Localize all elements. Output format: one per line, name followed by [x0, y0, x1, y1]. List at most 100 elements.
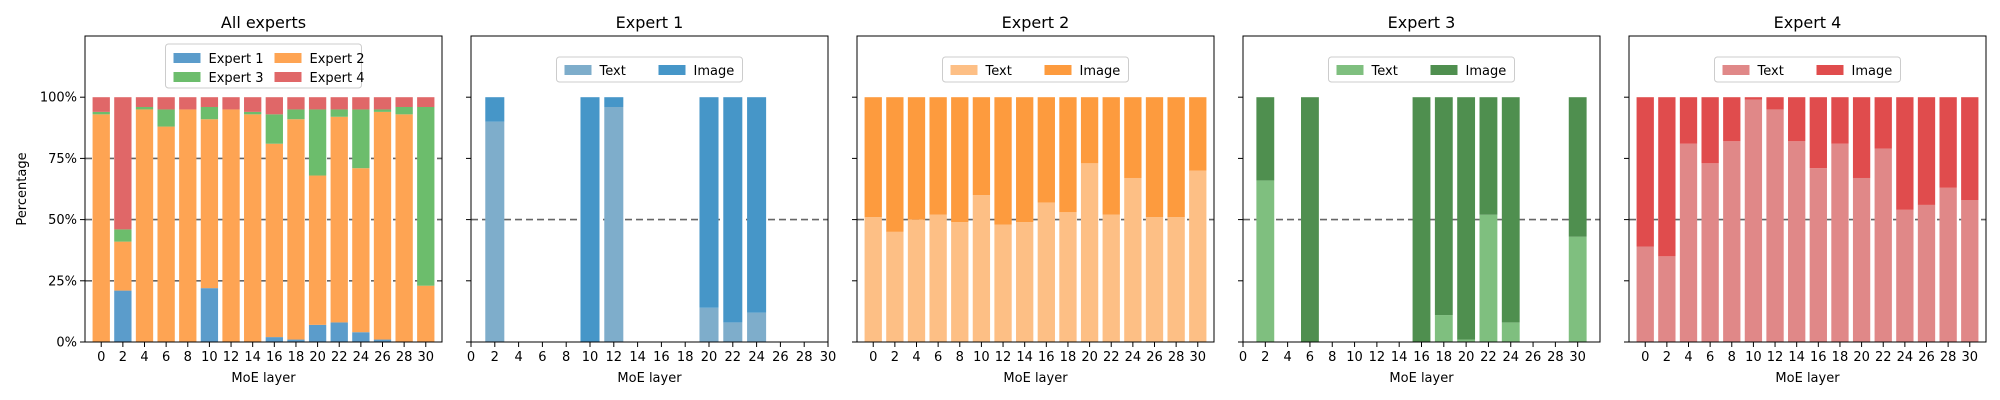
bar-image — [1189, 97, 1207, 171]
bar-image — [1102, 97, 1120, 215]
bar-image — [1874, 97, 1892, 149]
bar-text — [1658, 256, 1676, 342]
bar-image — [1080, 97, 1099, 164]
bar-expert-2 — [265, 143, 283, 338]
x-tick-label: 28 — [796, 350, 813, 365]
x-tick-label: 20 — [701, 350, 718, 365]
legend-label: Expert 3 — [209, 71, 264, 86]
bar-image — [1301, 97, 1319, 342]
chart-title: Expert 4 — [1774, 13, 1842, 32]
bar-expert-4 — [114, 97, 132, 230]
x-tick-label: 26 — [374, 350, 391, 365]
x-tick-label: 8 — [1728, 350, 1736, 365]
x-tick-label: 24 — [1897, 350, 1914, 365]
legend-label: Image — [1080, 64, 1121, 79]
bar-expert-4 — [417, 97, 435, 107]
x-tick-label: 14 — [1016, 350, 1033, 365]
x-tick-label: 28 — [396, 350, 413, 365]
bar-text — [1917, 204, 1936, 342]
bar-image — [1568, 97, 1587, 237]
x-tick-label: 2 — [891, 350, 899, 365]
bar-expert-3 — [157, 109, 175, 127]
bar-text — [994, 224, 1012, 342]
bar-text — [951, 222, 969, 342]
x-tick-label: 24 — [353, 350, 370, 365]
bar-image — [1434, 97, 1453, 316]
x-tick-label: 14 — [244, 350, 261, 365]
bar-expert-4 — [135, 97, 154, 107]
bar-image — [1412, 97, 1431, 342]
x-tick-label: 10 — [1745, 350, 1762, 365]
axes-frame — [84, 35, 443, 343]
x-tick-label: 22 — [725, 350, 742, 365]
legend-swatch — [658, 65, 686, 75]
x-tick-label: 20 — [1853, 350, 1870, 365]
bar-image — [747, 97, 767, 313]
x-tick-label: 28 — [1940, 350, 1957, 365]
x-tick-label: 22 — [1875, 350, 1892, 365]
bar-expert-4 — [222, 97, 240, 110]
bar-image — [1167, 97, 1185, 218]
bar-text — [1874, 148, 1892, 342]
bar-expert-2 — [179, 109, 197, 342]
bar-expert-4 — [352, 97, 370, 110]
legend-label: Image — [694, 64, 735, 79]
x-tick-label: 22 — [331, 350, 348, 365]
bar-expert-3 — [330, 109, 348, 117]
bar-expert-4 — [287, 97, 305, 110]
legend-swatch — [173, 53, 201, 63]
x-tick-label: 24 — [1125, 350, 1142, 365]
x-tick-label: 0 — [1641, 350, 1649, 365]
legend-label: Text — [985, 64, 1012, 79]
bar-expert-4 — [179, 97, 197, 110]
bar-image — [929, 97, 947, 215]
x-tick-label: 30 — [417, 350, 434, 365]
bar-text — [1701, 163, 1719, 342]
x-tick-label: 22 — [1103, 350, 1120, 365]
x-tick-label: 26 — [772, 350, 789, 365]
bar-text — [1744, 99, 1763, 342]
x-tick-label: 16 — [266, 350, 283, 365]
bar-image — [951, 97, 969, 223]
x-tick-label: 4 — [1684, 350, 1692, 365]
x-tick-label: 14 — [1391, 350, 1408, 365]
bar-text — [1896, 209, 1914, 342]
bar-image — [1961, 97, 1979, 201]
bar-text — [1809, 168, 1827, 342]
y-axis-label: Percentage — [15, 152, 30, 225]
bar-expert-1 — [287, 339, 305, 342]
bar-expert-4 — [330, 97, 348, 110]
chart-title: Expert 1 — [616, 13, 684, 32]
x-tick-label: 18 — [1060, 350, 1077, 365]
x-axis-label: MoE layer — [617, 371, 682, 386]
bar-text — [1679, 143, 1698, 342]
bar-expert-2 — [200, 119, 219, 289]
bar-image — [1256, 97, 1275, 181]
bar-image — [1831, 97, 1849, 144]
x-tick-label: 30 — [820, 350, 837, 365]
x-tick-label: 24 — [748, 350, 765, 365]
bar-expert-4 — [244, 97, 262, 112]
bar-expert-2 — [135, 109, 154, 342]
legend-label: Expert 4 — [310, 71, 365, 86]
bar-image — [886, 97, 904, 232]
legend-swatch — [274, 53, 302, 63]
bar-expert-4 — [157, 97, 175, 110]
x-tick-label: 12 — [606, 350, 623, 365]
x-tick-label: 0 — [467, 350, 475, 365]
x-tick-label: 30 — [1569, 350, 1586, 365]
bar-text — [1766, 109, 1784, 342]
bar-expert-3 — [200, 106, 219, 120]
bar-text — [1059, 212, 1077, 342]
x-tick-label: 4 — [1283, 350, 1291, 365]
bar-text — [699, 307, 719, 342]
x-tick-label: 8 — [956, 350, 964, 365]
bar-text — [1852, 177, 1871, 342]
legend: Text Image — [942, 56, 1129, 83]
bar-text — [1016, 222, 1034, 342]
bar-image — [1744, 97, 1763, 100]
